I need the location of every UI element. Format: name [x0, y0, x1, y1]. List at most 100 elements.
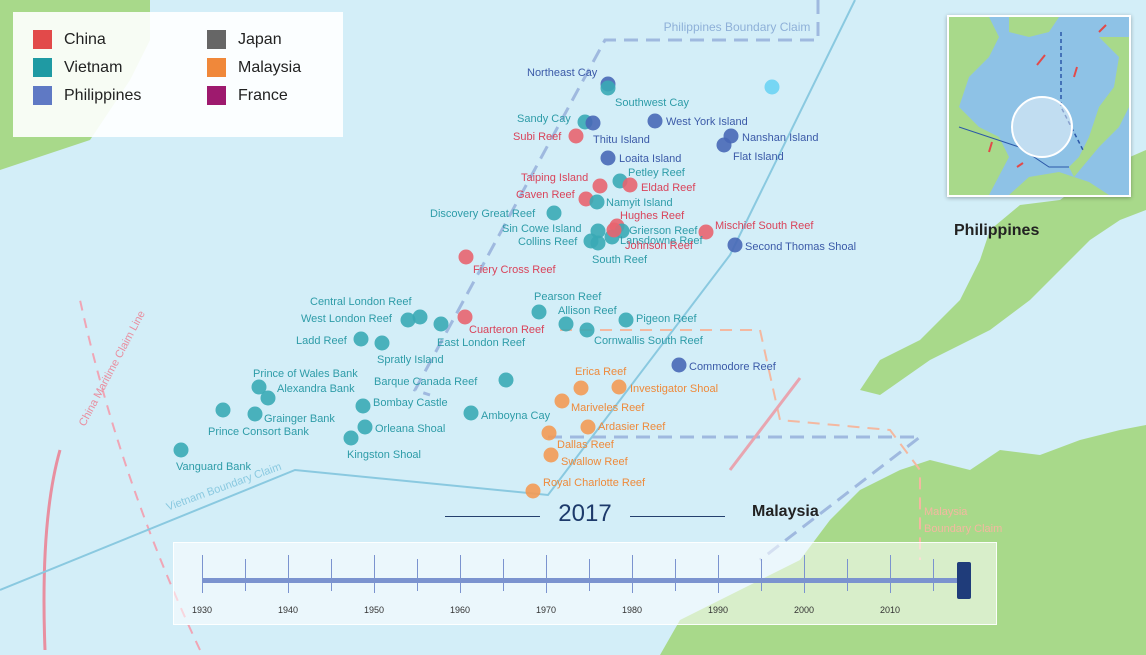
feature-marker[interactable]: [585, 115, 601, 131]
malaysia-claim-label-2: Boundary Claim: [924, 523, 1002, 535]
timeline-tick-label: 1990: [707, 605, 729, 615]
timeline-track[interactable]: [202, 578, 962, 583]
legend: China Vietnam Philippines Japan Malaysia…: [13, 12, 343, 137]
feature-marker[interactable]: [568, 128, 584, 144]
feature-marker[interactable]: [592, 178, 608, 194]
feature-label: Vanguard Bank: [176, 461, 252, 473]
year-rule-right: [630, 516, 725, 517]
timeline-tick-label: 1980: [621, 605, 643, 615]
feature-label: Pearson Reef: [534, 291, 602, 303]
feature-marker[interactable]: [622, 177, 638, 193]
feature-marker[interactable]: [531, 304, 547, 320]
feature-marker[interactable]: [525, 483, 541, 499]
feature-marker[interactable]: [764, 79, 780, 95]
feature-marker[interactable]: [589, 194, 605, 210]
feature-marker[interactable]: [433, 316, 449, 332]
feature-label: Gaven Reef: [516, 189, 576, 201]
vietnam-swatch: [33, 58, 52, 77]
feature-marker[interactable]: [727, 237, 743, 253]
feature-marker[interactable]: [374, 335, 390, 351]
feature-label: Alexandra Bank: [277, 383, 355, 395]
feature-marker[interactable]: [573, 380, 589, 396]
feature-marker[interactable]: [247, 406, 263, 422]
feature-label: Sandy Cay: [517, 113, 571, 125]
timeline-tick: [804, 555, 805, 593]
feature-marker[interactable]: [580, 419, 596, 435]
feature-label: Cuarteron Reef: [469, 324, 545, 336]
feature-marker[interactable]: [558, 316, 574, 332]
feature-marker[interactable]: [355, 398, 371, 414]
feature-marker[interactable]: [611, 379, 627, 395]
feature-marker[interactable]: [716, 137, 732, 153]
feature-label: Prince Consort Bank: [208, 426, 309, 438]
timeline-tick-label: 1940: [277, 605, 299, 615]
feature-label: Grainger Bank: [264, 413, 335, 425]
feature-marker[interactable]: [618, 312, 634, 328]
feature-marker[interactable]: [647, 113, 663, 129]
feature-marker[interactable]: [541, 425, 557, 441]
feature-marker[interactable]: [579, 322, 595, 338]
timeline-tick-label: 1930: [191, 605, 213, 615]
feature-marker[interactable]: [698, 224, 714, 240]
malaysia-claim-line: [560, 329, 921, 560]
feature-marker[interactable]: [671, 357, 687, 373]
timeline-slider[interactable]: 1930 1940 1950 1960 1970 1980 1990 2000 2010: [173, 542, 997, 625]
timeline-tick: [933, 559, 934, 591]
legend-item-france[interactable]: France: [207, 86, 288, 105]
feature-marker[interactable]: [458, 249, 474, 265]
feature-marker[interactable]: [357, 419, 373, 435]
feature-marker[interactable]: [260, 390, 276, 406]
legend-item-vietnam[interactable]: Vietnam: [33, 58, 122, 77]
country-label-malaysia: Malaysia: [752, 503, 819, 520]
feature-label: Central London Reef: [310, 296, 412, 308]
philippines-swatch: [33, 86, 52, 105]
feature-label: Taiping Island: [521, 172, 588, 184]
feature-marker[interactable]: [600, 150, 616, 166]
feature-marker[interactable]: [251, 379, 267, 395]
feature-marker[interactable]: [215, 402, 231, 418]
feature-label: Sin Cowe Island: [502, 223, 582, 235]
feature-marker[interactable]: [546, 205, 562, 221]
feature-marker[interactable]: [498, 372, 514, 388]
feature-marker[interactable]: [590, 235, 606, 251]
legend-item-china[interactable]: China: [33, 30, 106, 49]
feature-label: Amboyna Cay: [481, 410, 551, 422]
feature-label: Spratly Island: [377, 354, 444, 366]
feature-label: Petley Reef: [628, 167, 686, 179]
feature-marker[interactable]: [412, 309, 428, 325]
feature-label: Prince of Wales Bank: [253, 368, 358, 380]
feature-marker[interactable]: [353, 331, 369, 347]
feature-marker[interactable]: [543, 447, 559, 463]
timeline-tick: [675, 559, 676, 591]
timeline-tick: [890, 555, 891, 593]
legend-item-philippines[interactable]: Philippines: [33, 86, 141, 105]
philippines-claim-line-south: [548, 435, 925, 562]
current-year: 2017: [558, 500, 612, 527]
legend-label: France: [238, 86, 288, 104]
minimap-graphic: [949, 17, 1129, 195]
year-display: 2017: [445, 500, 725, 530]
feature-marker[interactable]: [600, 80, 616, 96]
feature-marker[interactable]: [554, 393, 570, 409]
malaysia-claim-label-1: Malaysia: [924, 506, 968, 518]
feature-marker[interactable]: [463, 405, 479, 421]
feature-marker[interactable]: [606, 222, 622, 238]
legend-item-japan[interactable]: Japan: [207, 30, 282, 49]
vietnam-claim-line: [0, 0, 856, 591]
timeline-handle[interactable]: [957, 562, 971, 599]
feature-marker[interactable]: [457, 309, 473, 325]
feature-marker[interactable]: [343, 430, 359, 446]
timeline-tick-label: 1970: [535, 605, 557, 615]
overview-minimap[interactable]: [947, 15, 1131, 197]
feature-marker[interactable]: [173, 442, 189, 458]
legend-item-malaysia[interactable]: Malaysia: [207, 58, 301, 77]
legend-label: Malaysia: [238, 58, 302, 76]
feature-label: Nanshan Island: [742, 132, 818, 144]
feature-label: Mariveles Reef: [571, 402, 645, 414]
feature-label: Johnson Reef: [625, 240, 694, 252]
timeline-tick: [589, 559, 590, 591]
feature-label: Pigeon Reef: [636, 313, 697, 325]
feature-marker[interactable]: [400, 312, 416, 328]
timeline-tick: [546, 555, 547, 593]
feature-label: Grierson Reef: [629, 225, 698, 237]
